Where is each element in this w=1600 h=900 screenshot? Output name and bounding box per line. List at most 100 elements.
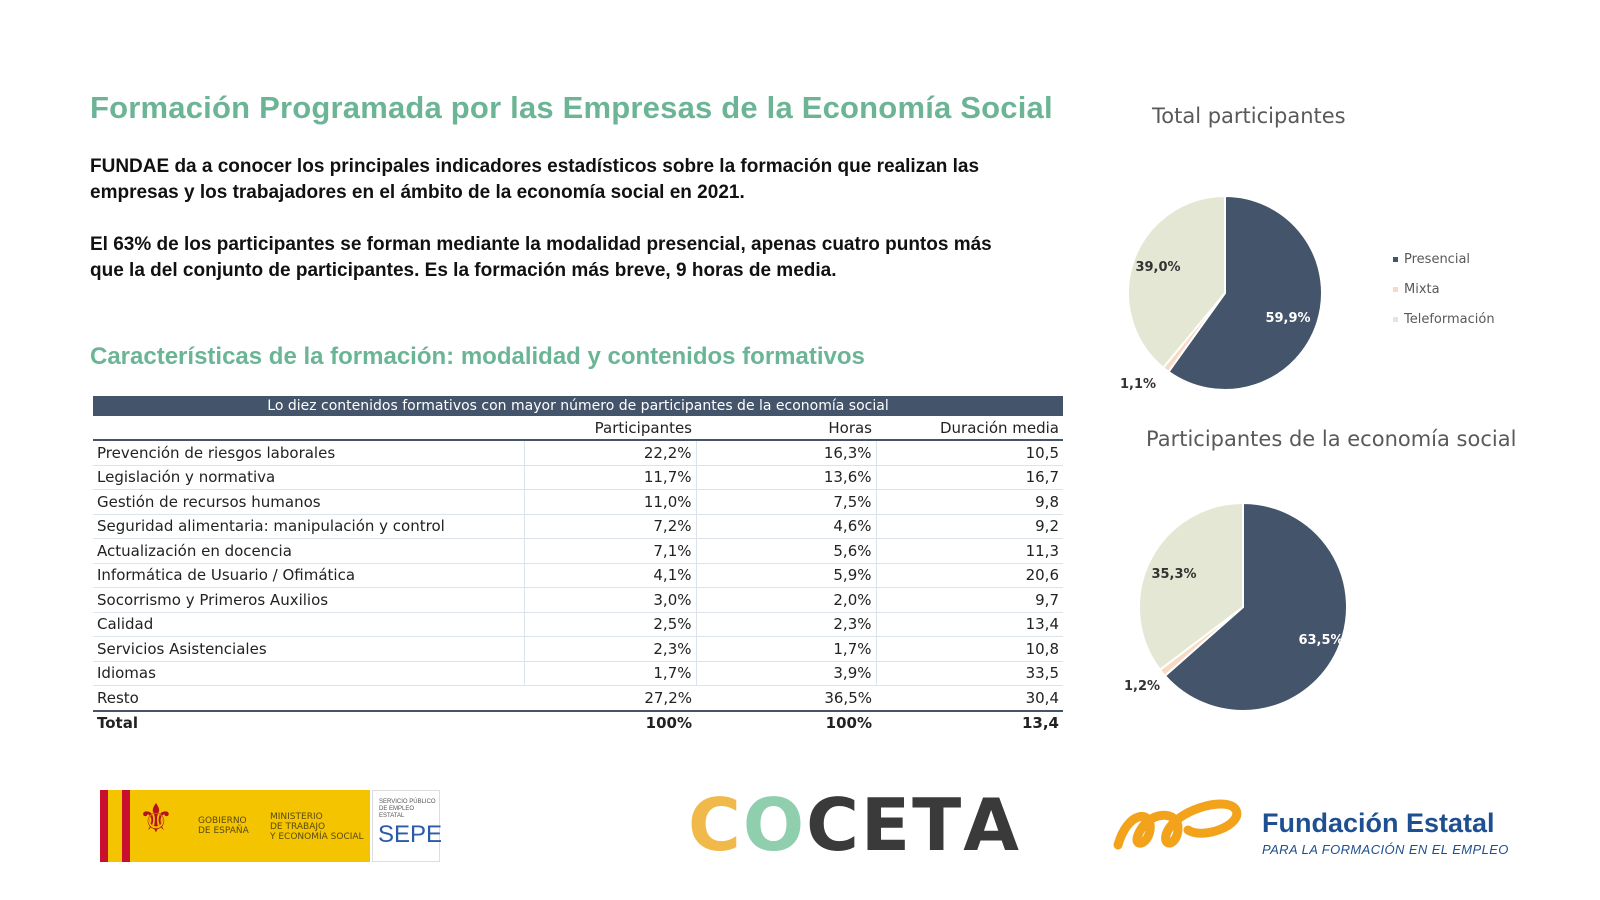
pie-data-label: 39,0% bbox=[1135, 260, 1180, 275]
pie-slice-teleformacin bbox=[1127, 194, 1226, 370]
table-row: Informática de Usuario / Ofimática 4,1% 5,… bbox=[93, 563, 1063, 588]
table-cell: 9,7 bbox=[876, 587, 1063, 613]
pie-chart-total: 59,9% 1,1% 39,0% bbox=[1120, 194, 1323, 392]
table-cell: 16,3% bbox=[696, 440, 877, 466]
table-total-row: Total 100% 100% 13,4 bbox=[93, 711, 1063, 736]
table-cell: 20,6 bbox=[876, 563, 1063, 588]
sepe-line: SERVICIO PÚBLICO bbox=[379, 799, 436, 805]
table-cell: 9,8 bbox=[876, 489, 1063, 515]
legend-item: Teleformación bbox=[1393, 304, 1495, 334]
table-row-label: Informática de Usuario / Ofimática bbox=[93, 563, 525, 588]
table-row-label: Servicios Asistenciales bbox=[93, 636, 525, 662]
pie-data-label: 1,1% bbox=[1120, 377, 1156, 392]
table-row: Calidad 2,5% 2,3% 13,4 bbox=[93, 612, 1063, 637]
fundae-logo-mark-icon bbox=[1113, 799, 1242, 850]
table-cell: 2,3% bbox=[696, 612, 877, 637]
table-cell: 100% bbox=[645, 714, 692, 733]
legend-label: Presencial bbox=[1404, 251, 1471, 267]
contents-table-grid: Participantes Horas Duración media Preve… bbox=[93, 416, 1063, 735]
coceta-letter: O bbox=[742, 783, 807, 867]
coceta-letter: A bbox=[963, 783, 1021, 867]
table-row-label: Seguridad alimentaria: manipulación y co… bbox=[93, 514, 525, 539]
table-row: Idiomas 1,7% 3,9% 33,5 bbox=[93, 661, 1063, 686]
pie-data-label: 59,9% bbox=[1265, 311, 1310, 326]
legend-swatch-teleformacion bbox=[1393, 316, 1398, 322]
table-row: Gestión de recursos humanos 11,0% 7,5% 9,8 bbox=[93, 489, 1063, 515]
coceta-letter: C bbox=[688, 783, 743, 867]
pie-slice-presencial bbox=[1167, 194, 1323, 391]
pie-data-label: 63,5% bbox=[1298, 633, 1343, 648]
table-cell: 1,7% bbox=[696, 636, 877, 662]
table-row-label: Legislación y normativa bbox=[93, 465, 525, 490]
table-row-label: Idiomas bbox=[93, 661, 525, 686]
fundae-name: Fundación Estatal bbox=[1262, 808, 1495, 838]
pie-data-label: 1,2% bbox=[1124, 679, 1160, 694]
sepe-subtitle: SERVICIO PÚBLICO DE EMPLEO ESTATAL bbox=[379, 799, 439, 820]
table-row: Servicios Asistenciales 2,3% 1,7% 10,8 bbox=[93, 636, 1063, 662]
sepe-logo: SERVICIO PÚBLICO DE EMPLEO ESTATAL SEPE bbox=[372, 790, 443, 862]
gov-line: GOBIERNO bbox=[198, 816, 247, 826]
coceta-letter: T bbox=[912, 783, 964, 867]
pie-data-label: 35,3% bbox=[1151, 567, 1196, 582]
pie-slice-teleformacin bbox=[1138, 501, 1244, 672]
legend-item: Mixta bbox=[1393, 274, 1495, 304]
table-header: Horas bbox=[696, 416, 876, 441]
table-cell: 9,2 bbox=[876, 514, 1063, 539]
highlight-paragraph: El 63% de los participantes se forman me… bbox=[90, 234, 992, 281]
table-cell: 33,5 bbox=[876, 661, 1063, 686]
table-cell: 36,5% bbox=[696, 685, 876, 712]
gov-band: ⚜ GOBIERNO DE ESPAÑA MINISTERIO DE TRABA… bbox=[130, 790, 370, 862]
ministry-line: Y ECONOMÍA SOCIAL bbox=[270, 832, 364, 842]
table-cell: 27,2% bbox=[524, 685, 696, 712]
table-row-label: Socorrismo y Primeros Auxilios bbox=[93, 587, 525, 613]
table-cell: 1,7% bbox=[524, 661, 697, 686]
sepe-line: DE EMPLEO ESTATAL bbox=[379, 806, 415, 819]
ministry-line: MINISTERIO bbox=[270, 812, 323, 822]
table-cell: 10,5 bbox=[876, 440, 1063, 466]
table-cell: 22,2% bbox=[524, 440, 697, 466]
table-row-label: Resto bbox=[93, 685, 524, 712]
table-cell: 3,9% bbox=[696, 661, 877, 686]
table-caption: Lo diez contenidos formativos con mayor … bbox=[93, 396, 1063, 416]
table-row: Actualización en docencia 7,1% 5,6% 11,3 bbox=[93, 538, 1063, 564]
table-cell: 3,0% bbox=[524, 587, 697, 613]
table-cell: 2,5% bbox=[524, 612, 697, 637]
table-cell: 4,6% bbox=[696, 514, 877, 539]
pie2-title: Participantes de la economía social bbox=[1146, 427, 1517, 451]
table-cell: 2,3% bbox=[524, 636, 697, 662]
table-cell: 11,3 bbox=[876, 538, 1063, 564]
pie-legend: Presencial Mixta Teleformación bbox=[1393, 244, 1495, 334]
legend-swatch-mixta bbox=[1393, 286, 1398, 292]
pie1-title: Total participantes bbox=[1152, 104, 1346, 128]
table-row: Legislación y normativa 11,7% 13,6% 16,7 bbox=[93, 465, 1063, 490]
table-header-row: Participantes Horas Duración media bbox=[93, 416, 1063, 441]
legend-swatch-presencial bbox=[1393, 256, 1398, 262]
table-cell: 16,7 bbox=[876, 465, 1063, 490]
table-cell: 13,4 bbox=[876, 612, 1063, 637]
gobierno-sepe-logo: ⚜ GOBIERNO DE ESPAÑA MINISTERIO DE TRABA… bbox=[100, 790, 443, 862]
table-cell: 11,0% bbox=[524, 489, 697, 515]
gov-text: GOBIERNO DE ESPAÑA bbox=[198, 816, 249, 836]
coat-of-arms-icon: ⚜ bbox=[138, 797, 174, 841]
table-cell: 100% bbox=[825, 714, 872, 733]
coceta-letter: C bbox=[806, 783, 861, 867]
table-cell: 13,6% bbox=[696, 465, 877, 490]
legend-label: Teleformación bbox=[1404, 311, 1495, 327]
table-cell: 5,6% bbox=[696, 538, 877, 564]
section-title: Características de la formación: modalid… bbox=[90, 343, 865, 370]
coceta-letter: E bbox=[860, 783, 913, 867]
intro-paragraph: FUNDAE da a conocer los principales indi… bbox=[90, 156, 980, 203]
table-cell: 13,4 bbox=[1021, 714, 1059, 733]
sepe-wordmark: SEPE bbox=[378, 821, 443, 848]
table-row: Prevención de riesgos laborales 22,2% 16,3… bbox=[93, 440, 1063, 466]
table-cell: 30,4 bbox=[876, 685, 1063, 712]
table-cell: 7,2% bbox=[524, 514, 697, 539]
table-header: Participantes bbox=[524, 416, 696, 441]
spain-flag-icon bbox=[100, 790, 130, 862]
table-header bbox=[93, 416, 524, 441]
table-cell: 7,5% bbox=[696, 489, 877, 515]
table-cell: 11,7% bbox=[524, 465, 697, 490]
table-row: Socorrismo y Primeros Auxilios 3,0% 2,0% 9,… bbox=[93, 587, 1063, 613]
contents-table: Lo diez contenidos formativos con mayor … bbox=[93, 396, 1063, 735]
